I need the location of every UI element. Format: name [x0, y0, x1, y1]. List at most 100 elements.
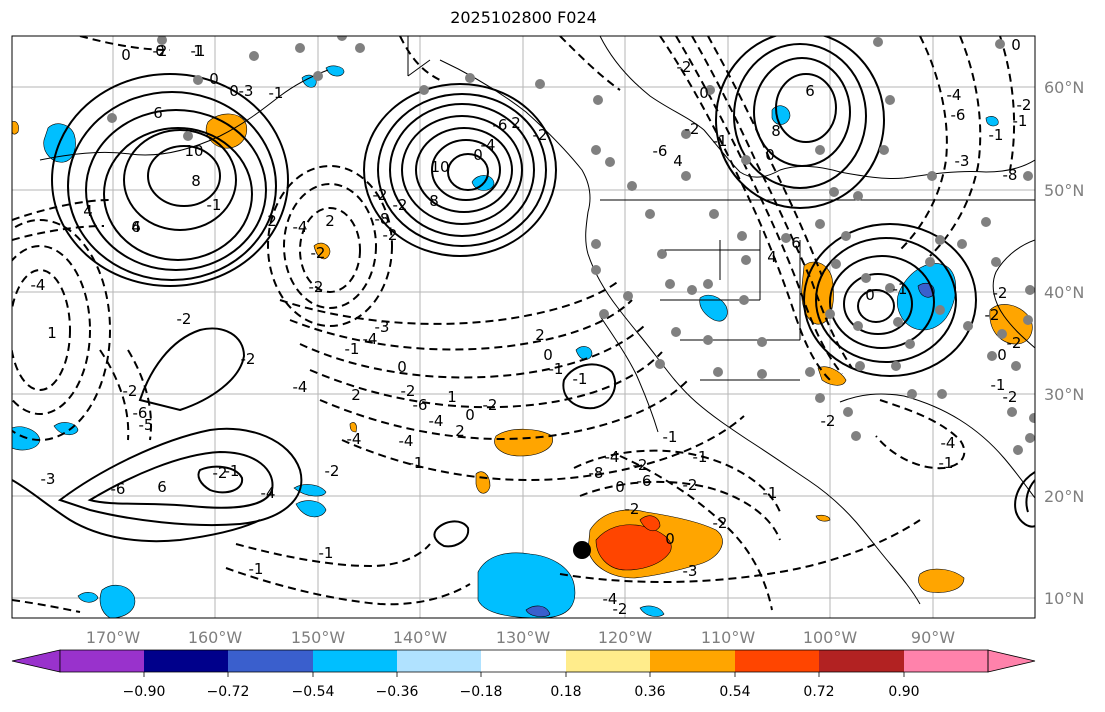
contour-label: -4 [481, 136, 496, 154]
contour-label: -3 [375, 318, 390, 336]
storm-center-marker [573, 541, 591, 559]
colorbar-swatch [904, 650, 988, 672]
contour-label: -2 [625, 500, 640, 518]
contour-label: -2 [483, 396, 498, 414]
contour-label: -1 [893, 280, 908, 298]
contour-label: -2 [393, 196, 408, 214]
contour-label: -2 [123, 382, 138, 400]
contour-label: -4 [603, 590, 618, 608]
shaded-regions [12, 65, 1033, 618]
contour-label: -1 [763, 484, 778, 502]
shade-blue-labrador [985, 116, 999, 127]
contour-label: -1 [191, 42, 206, 60]
contour-label: -1 [319, 544, 334, 562]
lat-axis: 60°N 50°N 40°N 30°N 20°N 10°N [1044, 78, 1084, 608]
contour-label: -2 [401, 382, 416, 400]
shade-blue-trop-dark [525, 605, 551, 617]
lon-label: 110°W [701, 628, 756, 647]
contour-label: -2 [309, 278, 324, 296]
contour-label: -4 [293, 378, 308, 396]
contour-label: -4 [31, 276, 46, 294]
contour-label: 4 [767, 248, 777, 266]
gridlines [12, 36, 1035, 618]
lon-label: 140°W [393, 628, 448, 647]
colorbar-swatch [60, 650, 144, 672]
shade-blue-alaska-small [301, 74, 317, 88]
lon-axis: 170°W 160°W 150°W 140°W 130°W 120°W 110°… [86, 628, 955, 647]
contour-label: -2 [633, 456, 648, 474]
contour-label: 0 [699, 84, 709, 102]
colorbar-swatch [650, 650, 735, 672]
contour-label: -1 [989, 126, 1004, 144]
map-frame [11, 35, 1036, 619]
contour-label: 0 [997, 346, 1007, 364]
contour-label: -1 [713, 132, 728, 150]
contour-label: 2 [535, 326, 545, 344]
contour-label: 0 [155, 42, 165, 60]
shade-orange-gulf-tail [815, 514, 831, 522]
contour-label: -3 [239, 82, 254, 100]
shade-blue-bering [325, 65, 345, 77]
contour-label: -4 [347, 430, 362, 448]
contour-label: -6 [653, 142, 668, 160]
lon-label: 130°W [496, 628, 551, 647]
colorbar-swatch [228, 650, 313, 672]
colorbar-extend-high [987, 649, 1036, 673]
contour-label: 8 [771, 122, 781, 140]
contour-label: -2 [1003, 388, 1018, 406]
colorbar-swatch [566, 650, 650, 672]
contour-label: 2 [325, 212, 335, 230]
contour-label: 6 [805, 82, 815, 100]
contour-label: -2 [311, 244, 326, 262]
contour-label: -2 [677, 58, 692, 76]
lon-label: 170°W [86, 628, 141, 647]
contour-label: 0 [209, 70, 219, 88]
contour-label: 0 [1011, 36, 1021, 54]
colorbar-swatch [481, 650, 566, 672]
station-dots [107, 36, 1035, 455]
colorbar-swatch [819, 650, 904, 672]
contour-label: 1 [193, 42, 203, 60]
contour-label: 0 [121, 46, 131, 64]
contour-label: -5 [139, 416, 154, 434]
map-title: 2025102800 F024 [450, 8, 597, 27]
contour-label: -2 [153, 42, 168, 60]
colorbar-swatch [144, 650, 228, 672]
contour-label: -1 [207, 196, 222, 214]
shade-red-mexico-2 [639, 515, 661, 532]
colorbar: −0.90 −0.72 −0.54 −0.36 −0.18 0.18 0.36 … [11, 649, 1036, 700]
contour-label: 2 [351, 386, 361, 404]
contour-label: -6 [951, 106, 966, 124]
contour-label: -2 [683, 476, 698, 494]
contour-label: -1 [991, 376, 1006, 394]
contour-label: 6 [153, 104, 163, 122]
contour-label: -2 [383, 226, 398, 244]
shade-blue-hawaii-2 [53, 422, 79, 436]
contour-label: 0 [765, 146, 775, 164]
contour-label: -2 [1017, 96, 1032, 114]
shade-orange-central [494, 428, 553, 457]
lat-label: 50°N [1044, 181, 1084, 200]
contour-label: 2 [267, 212, 277, 230]
colorbar-swatch [397, 650, 481, 672]
contour-label: 0 [465, 406, 475, 424]
contour-label: -1 [225, 462, 240, 480]
contour-label: 8 [191, 172, 201, 190]
shade-blue-baja [575, 346, 593, 360]
contour-label: -6 [493, 116, 508, 134]
contour-label: -3 [41, 470, 56, 488]
colorbar-tick-label: 0.90 [888, 684, 919, 700]
contour-label: 0 [397, 358, 407, 376]
contour-label: -4 [941, 434, 956, 452]
colorbar-tick-label: 0.72 [803, 684, 834, 700]
colorbar-swatch [313, 650, 397, 672]
lat-label: 30°N [1044, 385, 1084, 404]
contour-label: -1 [939, 454, 954, 472]
shade-orange-texas [817, 366, 847, 386]
colorbar-tick-label: 0.36 [634, 684, 665, 700]
shade-blue-subtrop-1 [293, 484, 327, 497]
contour-label: -2 [1007, 334, 1022, 352]
contour-label: -6 [637, 472, 652, 490]
